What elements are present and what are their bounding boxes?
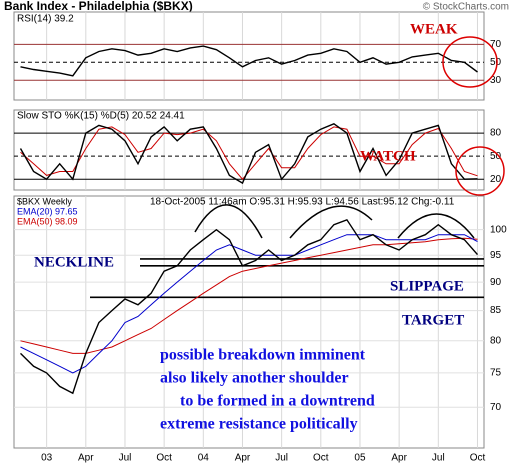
y-tick-label: 70 [490, 402, 502, 413]
y-tick-label: 95 [490, 250, 502, 261]
legend-entry: EMA(20) 97.65 [17, 206, 78, 216]
series-line [20, 45, 478, 77]
x-tick-label: 04 [198, 453, 210, 464]
legend-entry: $BKX Weekly [17, 196, 72, 206]
annotation: WEAK [410, 21, 458, 37]
head-arc [289, 205, 373, 239]
x-tick-label: Jul [432, 453, 445, 464]
x-tick-label: 03 [41, 453, 53, 464]
x-tick-label: Oct [156, 453, 172, 464]
y-tick-label: 85 [490, 305, 502, 316]
annotation: TARGET [402, 312, 464, 328]
circle-mark [442, 36, 498, 88]
x-tick-label: Jul [275, 453, 288, 464]
shoulder-arc [194, 204, 263, 239]
source: © StockCharts.com [423, 2, 509, 13]
y-tick-label: 80 [490, 128, 502, 139]
note-line: possible breakdown imminent [160, 347, 366, 364]
x-tick-label: Oct [470, 453, 486, 464]
series-line [20, 126, 478, 180]
legend-entry: EMA(50) 98.09 [17, 216, 78, 226]
panel-title: Slow STO %K(15) %D(5) 20.52 24.41 [17, 111, 185, 122]
y-tick-label: 80 [490, 335, 502, 346]
y-tick-label: 50 [490, 57, 502, 68]
panel-title: RSI(14) 39.2 [17, 14, 74, 25]
note-line: also likely another shoulder [160, 370, 349, 387]
annotation: SLIPPAGE [390, 278, 464, 294]
page-title: Bank Index - Philadelphia ($BKX) [4, 0, 193, 13]
series-line [20, 218, 479, 395]
annotation: NECKLINE [34, 254, 114, 270]
panel-subtitle: 18-Oct-2005 11:46am O:95.31 H:95.93 L:94… [150, 197, 455, 208]
x-tick-label: Apr [78, 453, 94, 464]
y-tick-label: 100 [490, 224, 507, 235]
annotation: WATCH [360, 148, 416, 164]
series-line [20, 234, 478, 374]
x-tick-label: Apr [235, 453, 251, 464]
series-line [19, 123, 478, 185]
y-tick-label: 90 [490, 277, 502, 288]
plot: 03 Apr Jul Oct 04 Apr Jul Oct 05 Apr Jul Oct 30 50 70 2… [19, 39, 507, 464]
y-tick-label: 70 [490, 39, 502, 50]
note-line: extreme resistance politically [160, 416, 358, 433]
y-tick-label: 75 [490, 368, 502, 379]
y-tick-label: 50 [490, 151, 502, 162]
x-tick-label: Apr [391, 453, 407, 464]
sto-panel [13, 109, 485, 191]
x-tick-label: 05 [354, 453, 366, 464]
shoulder-arc [397, 213, 475, 239]
rsi-panel [13, 11, 485, 101]
x-tick-label: Oct [313, 453, 329, 464]
price-panel [13, 195, 485, 449]
circle-mark [455, 146, 505, 196]
y-tick-label: 20 [490, 174, 502, 185]
note-line: to be formed in a downtrend [180, 393, 375, 410]
y-tick-label: 30 [490, 75, 502, 86]
series-line [20, 237, 478, 354]
x-tick-label: Jul [119, 453, 132, 464]
